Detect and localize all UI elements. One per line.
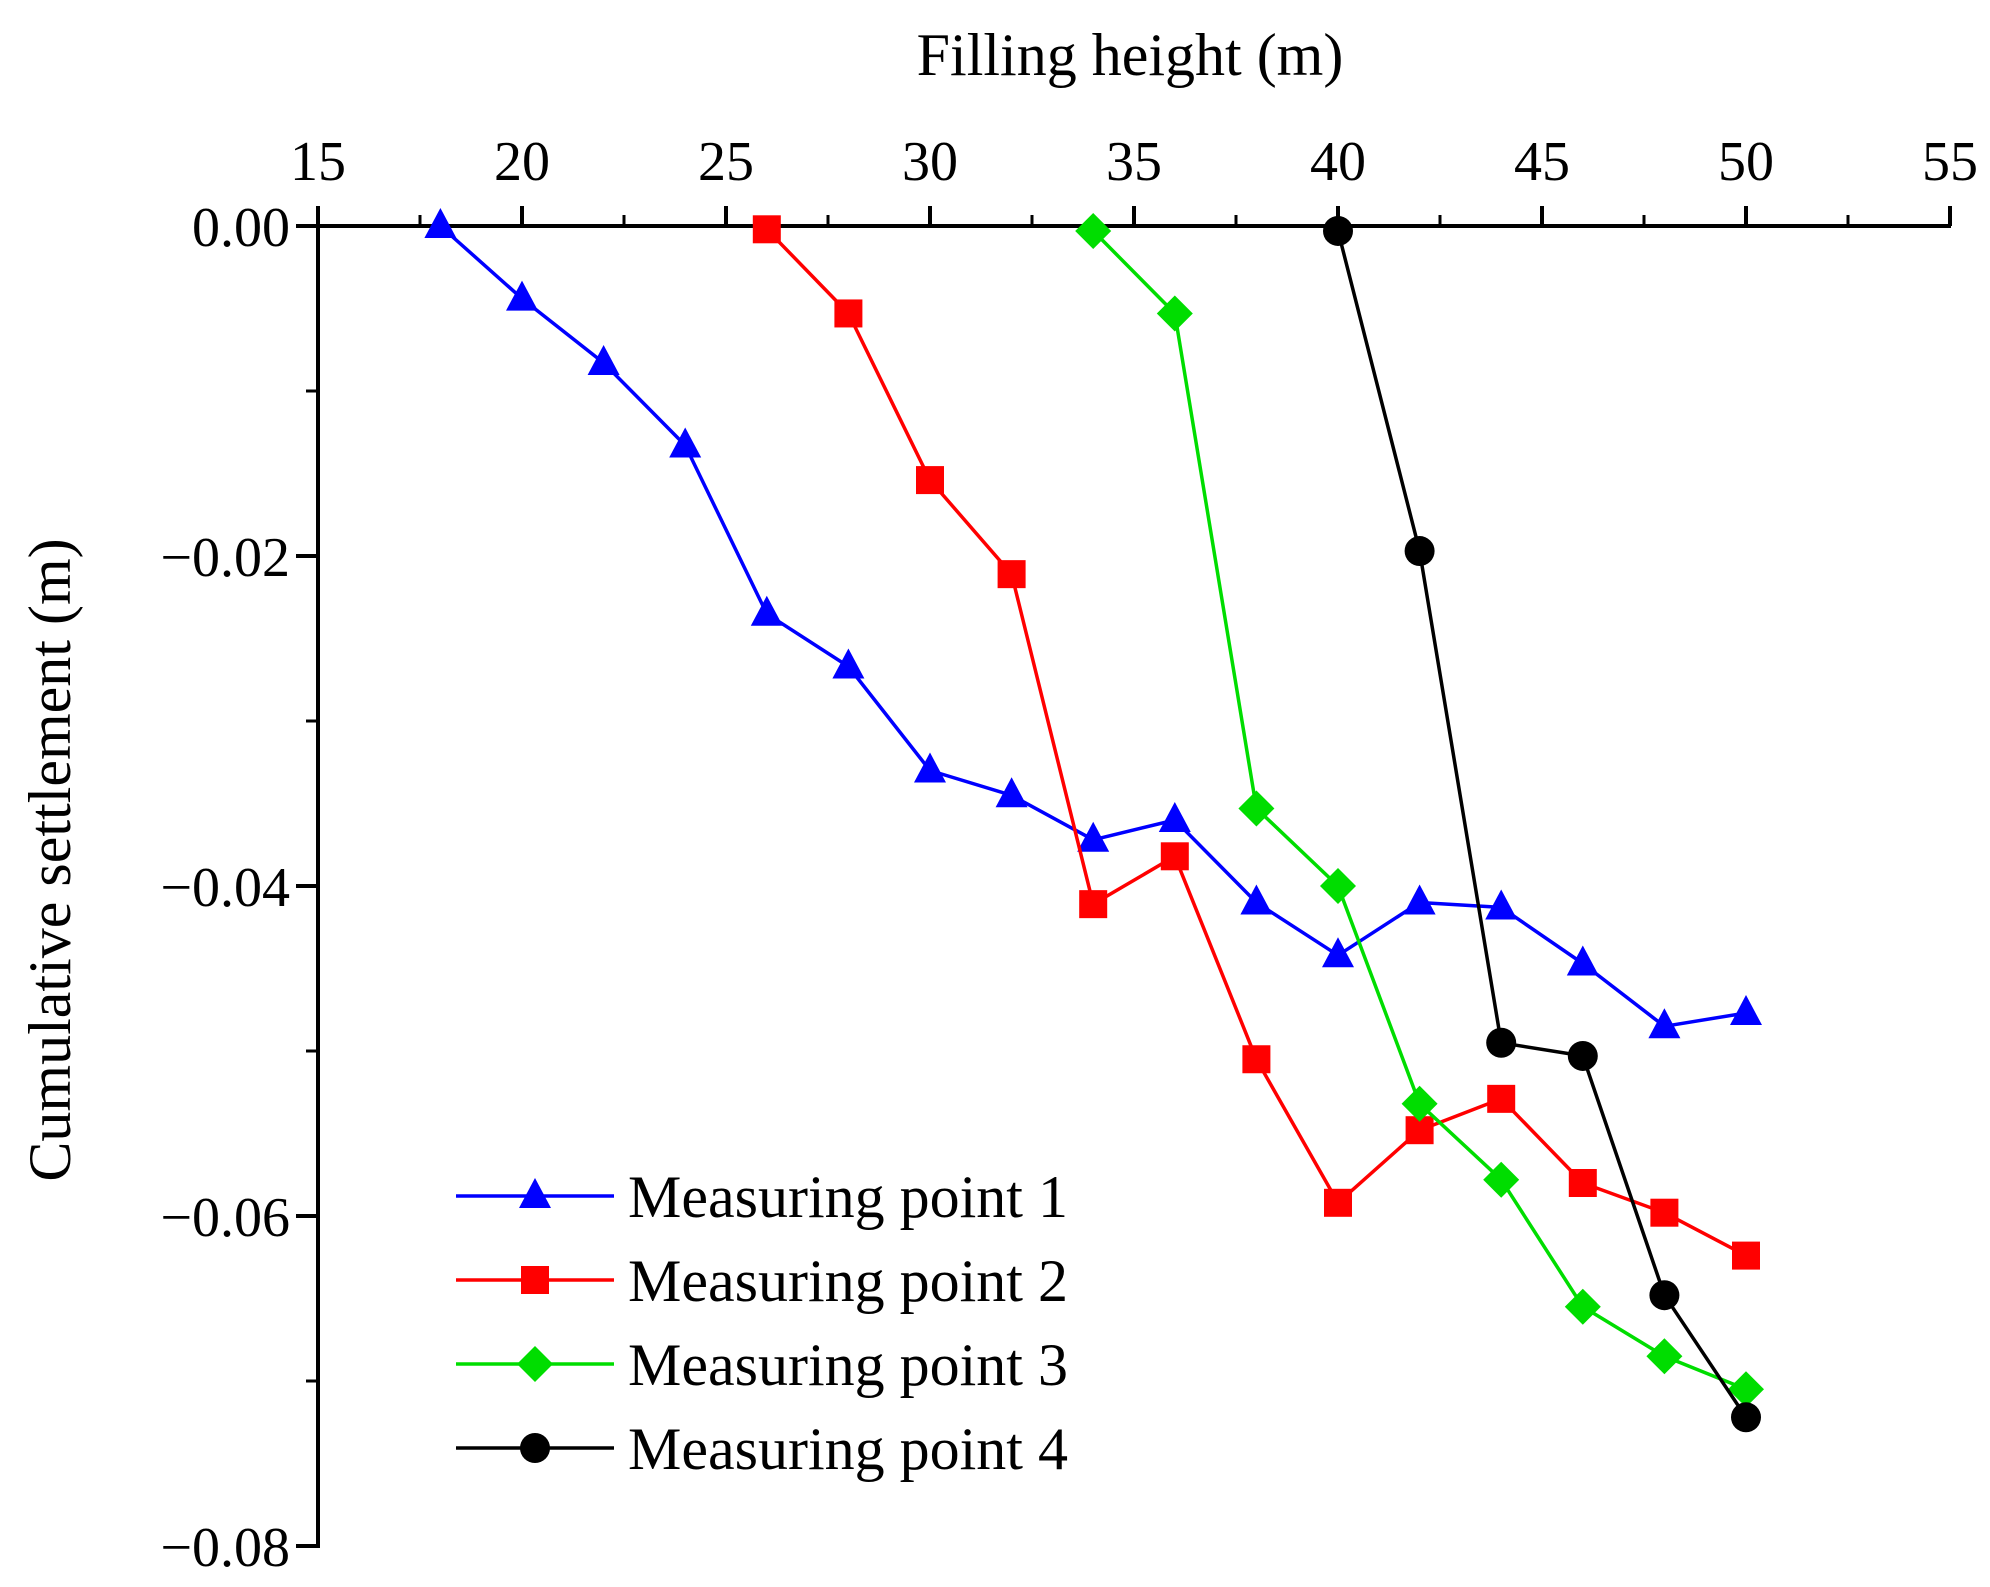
data-point <box>1079 890 1108 919</box>
legend-item: Measuring point 2 <box>456 1248 1068 1314</box>
data-point <box>1485 889 1518 920</box>
x-tick-label: 30 <box>902 131 958 193</box>
legend-marker <box>519 1178 551 1208</box>
data-point <box>1487 1084 1516 1113</box>
data-point <box>1323 215 1353 246</box>
x-tick-label: 20 <box>494 131 550 193</box>
axes: 15 20 25 30 35 40 45 50 55 0.00 −0.02 −0.04 −0.06 −0.… <box>160 131 1978 1579</box>
data-point <box>1401 1085 1438 1122</box>
data-point <box>997 560 1026 589</box>
data-point <box>1566 945 1599 976</box>
data-point <box>1731 1402 1761 1433</box>
data-point <box>1403 884 1436 915</box>
data-point <box>1568 1169 1597 1197</box>
series-line <box>1091 229 1747 1391</box>
y-tick-label: −0.02 <box>160 527 290 589</box>
legend-label: Measuring point 1 <box>628 1164 1068 1230</box>
x-axis-title: Filling height (m) <box>917 22 1344 88</box>
legend-marker <box>517 1346 553 1382</box>
legend-marker <box>520 1433 550 1463</box>
data-point <box>1158 802 1191 832</box>
y-tick-label: −0.04 <box>160 857 290 919</box>
data-point <box>1483 1161 1520 1198</box>
data-point <box>995 777 1028 808</box>
data-point <box>1486 1027 1517 1058</box>
legend-marker <box>521 1266 549 1294</box>
x-tick-label: 25 <box>698 131 754 193</box>
data-point <box>587 344 620 375</box>
data-point <box>1650 1198 1679 1227</box>
data-point <box>1075 212 1112 249</box>
x-tick-label: 55 <box>1922 131 1978 193</box>
x-tick-label: 45 <box>1514 131 1570 193</box>
data-point <box>1324 1188 1352 1217</box>
data-point <box>1404 536 1435 567</box>
data-point <box>834 299 863 328</box>
data-point <box>424 208 457 238</box>
data-point <box>752 215 781 244</box>
data-point <box>916 466 944 495</box>
data-point <box>1728 1371 1764 1408</box>
legend-label: Measuring point 3 <box>628 1332 1068 1398</box>
y-tick-label: −0.08 <box>160 1517 290 1579</box>
x-tick-label: 35 <box>1106 131 1162 193</box>
data-point <box>1322 937 1354 968</box>
series-1 <box>424 208 1762 1039</box>
data-point <box>1320 868 1356 904</box>
data-point <box>1156 295 1193 332</box>
y-axis-title: Cumulative settlement (m) <box>17 538 83 1181</box>
x-tick-label: 15 <box>290 131 346 193</box>
y-tick-label: 0.00 <box>192 197 290 259</box>
data-point <box>1238 790 1275 827</box>
series-line <box>1336 230 1748 1419</box>
data-point <box>1732 1241 1760 1270</box>
series-layer <box>424 208 1764 1433</box>
legend-label: Measuring point 2 <box>628 1248 1068 1314</box>
data-point <box>1077 821 1110 852</box>
data-point <box>832 648 865 679</box>
data-point <box>750 595 783 626</box>
x-tick-label: 40 <box>1310 131 1366 193</box>
x-tick-label: 50 <box>1718 131 1774 193</box>
legend: Measuring point 1 Measuring point 2 Measur… <box>456 1164 1068 1482</box>
data-point <box>669 427 702 458</box>
data-point <box>1564 1288 1601 1325</box>
data-point <box>1240 884 1273 915</box>
data-point <box>1730 995 1762 1026</box>
data-point <box>1160 842 1189 871</box>
data-point <box>506 280 538 311</box>
y-tick-label: −0.06 <box>160 1187 290 1249</box>
data-point <box>1649 1280 1680 1311</box>
legend-label: Measuring point 4 <box>628 1416 1068 1482</box>
data-point <box>1646 1338 1683 1375</box>
series-4 <box>1323 215 1761 1433</box>
series-2 <box>752 215 1760 1270</box>
legend-item: Measuring point 3 <box>456 1332 1068 1398</box>
legend-item: Measuring point 1 <box>456 1164 1068 1230</box>
data-point <box>1567 1040 1598 1071</box>
series-3 <box>1075 212 1764 1408</box>
data-point <box>1242 1045 1271 1074</box>
data-point <box>1648 1008 1681 1039</box>
legend-item: Measuring point 4 <box>456 1416 1068 1482</box>
data-point <box>914 752 946 783</box>
